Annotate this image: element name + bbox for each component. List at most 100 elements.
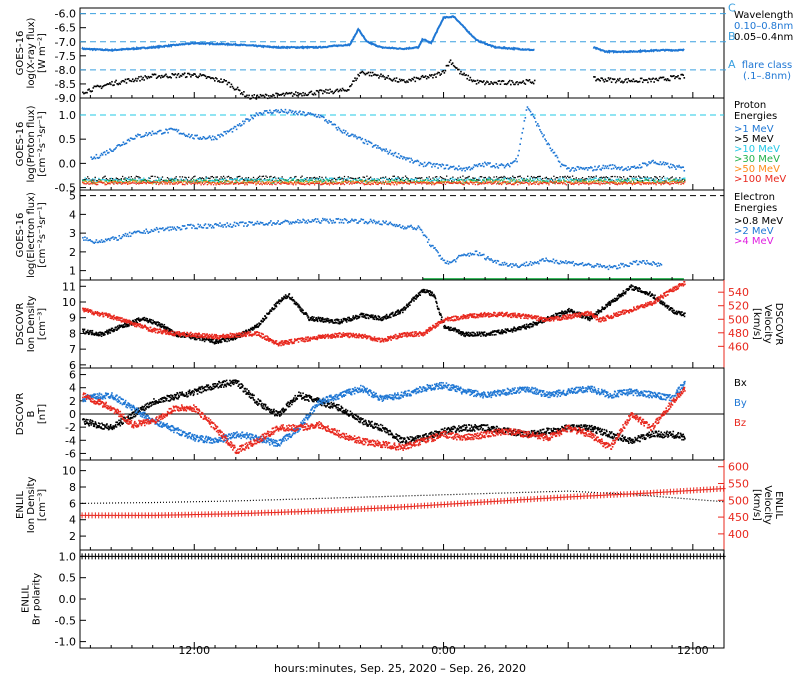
- side-label: (.1–.8nm): [743, 71, 791, 82]
- data-point: [519, 143, 521, 145]
- data-point: [682, 178, 683, 179]
- data-point: [556, 260, 558, 262]
- data-point: [105, 180, 106, 181]
- data-point: [492, 183, 493, 184]
- data-point: [436, 176, 437, 177]
- data-point: [298, 181, 299, 182]
- data-point: [263, 112, 265, 114]
- data-point: [494, 167, 496, 169]
- data-point: [359, 178, 360, 179]
- data-point: [434, 166, 436, 168]
- data-point: [582, 179, 583, 180]
- data-point: [636, 183, 637, 184]
- data-point: [275, 178, 276, 179]
- data-point: [128, 179, 129, 180]
- data-point: [443, 164, 445, 166]
- data-point: [598, 181, 599, 182]
- data-point: [434, 73, 436, 75]
- data-point: [255, 183, 256, 184]
- y-tick-label: 0.5: [59, 133, 77, 146]
- data-point: [107, 183, 108, 184]
- data-point: [114, 329, 116, 331]
- data-point: [639, 177, 640, 178]
- data-point: [416, 180, 417, 181]
- data-point: [272, 179, 273, 180]
- data-point: [659, 176, 660, 177]
- data-point: [375, 144, 377, 146]
- data-point: [305, 180, 306, 181]
- data-point: [228, 340, 230, 342]
- data-point: [131, 81, 133, 83]
- data-point: [331, 183, 332, 184]
- data-point: [189, 181, 190, 182]
- data-point: [374, 182, 375, 183]
- data-point: [253, 183, 254, 184]
- data-point: [279, 178, 280, 179]
- data-point: [424, 162, 426, 164]
- data-point: [458, 165, 460, 167]
- data-point: [263, 183, 264, 184]
- data-point: [292, 110, 294, 112]
- data-point: [228, 180, 229, 181]
- data-point: [248, 179, 249, 180]
- data-point: [597, 183, 598, 184]
- data-point: [224, 180, 225, 181]
- data-point: [181, 75, 183, 77]
- data-point: [289, 178, 290, 179]
- data-point: [554, 181, 555, 182]
- data-point: [466, 181, 467, 182]
- data-point: [405, 179, 406, 180]
- data-point: [114, 179, 115, 180]
- data-point: [634, 166, 636, 168]
- data-point: [674, 78, 676, 80]
- data-point: [345, 179, 346, 180]
- data-point: [324, 180, 325, 181]
- data-point: [138, 182, 139, 183]
- data-point: [156, 184, 157, 185]
- data-point: [220, 181, 221, 182]
- data-point: [306, 181, 307, 182]
- data-point: [640, 184, 641, 185]
- data-point: [385, 148, 387, 150]
- data-point: [329, 179, 330, 180]
- data-point: [593, 176, 594, 177]
- data-point: [490, 258, 492, 260]
- data-point: [252, 179, 253, 180]
- data-point: [237, 179, 238, 180]
- data-point: [158, 182, 159, 183]
- data-point: [119, 179, 120, 180]
- data-point: [230, 177, 231, 178]
- data-point: [537, 123, 539, 125]
- data-point: [543, 134, 545, 136]
- data-point: [112, 236, 114, 238]
- data-point: [186, 76, 188, 78]
- data-point: [167, 227, 169, 229]
- data-point: [119, 83, 121, 85]
- data-point: [124, 183, 125, 184]
- data-point: [311, 183, 312, 184]
- data-point: [535, 181, 536, 182]
- data-point: [373, 184, 374, 185]
- data-point: [157, 181, 158, 182]
- data-point: [224, 182, 225, 183]
- data-point: [633, 176, 634, 177]
- data-point: [325, 181, 326, 182]
- data-point: [588, 179, 589, 180]
- data-point: [412, 182, 413, 183]
- data-point: [473, 166, 475, 168]
- data-point: [598, 266, 600, 268]
- data-point: [173, 180, 174, 181]
- data-point: [491, 181, 492, 182]
- data-point: [327, 89, 329, 91]
- data-point: [184, 177, 185, 178]
- data-point: [149, 178, 150, 179]
- data-point: [207, 181, 208, 182]
- data-point: [257, 181, 258, 182]
- data-point: [342, 219, 344, 221]
- data-point: [449, 182, 450, 183]
- data-point: [392, 183, 393, 184]
- data-point: [152, 131, 154, 133]
- data-point: [284, 183, 285, 184]
- data-point: [431, 181, 432, 182]
- data-point: [340, 177, 341, 178]
